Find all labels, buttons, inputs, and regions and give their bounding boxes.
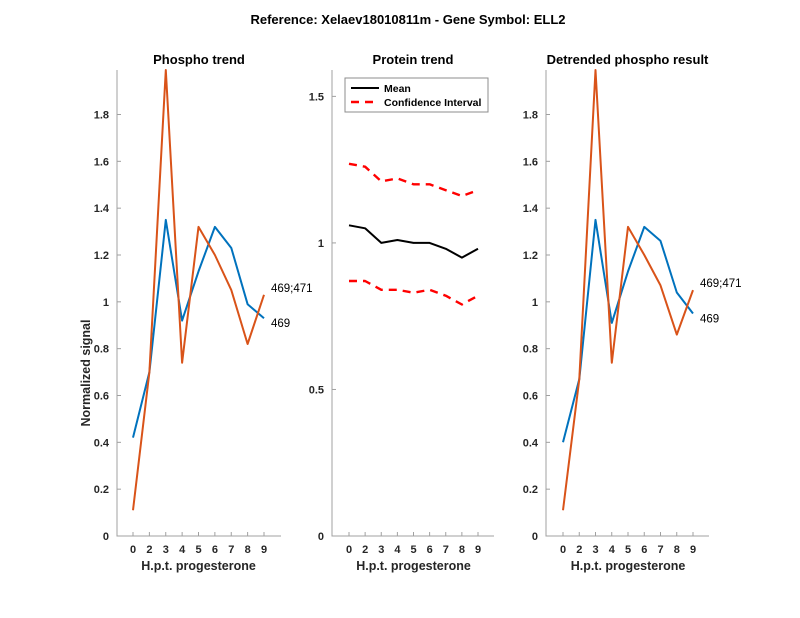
panel-title: Protein trend	[373, 52, 454, 67]
y-tick-label: 1.8	[94, 109, 109, 121]
x-tick-label: 7	[657, 544, 663, 556]
x-tick-label: 5	[195, 544, 201, 556]
series-line-mean	[348, 224, 479, 259]
x-axis-label: H.p.t. progesterone	[571, 559, 686, 573]
x-tick-label: 9	[261, 544, 267, 556]
x-tick-label: 3	[163, 544, 169, 556]
x-tick-label: 7	[228, 544, 234, 556]
axis-lines	[331, 70, 494, 537]
x-tick-label: 6	[427, 544, 433, 556]
series-end-label: 469	[271, 318, 290, 330]
y-tick-label: 0.8	[523, 344, 538, 356]
series-end-label: 469	[700, 314, 719, 326]
series-end-label: 469;471	[271, 283, 313, 295]
x-axis-label: H.p.t. progesterone	[356, 559, 471, 573]
x-tick-label: 4	[609, 544, 616, 556]
x-tick-label: 2	[362, 544, 368, 556]
series-line-469-471	[132, 69, 265, 511]
x-tick-label: 8	[459, 544, 465, 556]
y-tick-label: 1	[103, 297, 109, 309]
x-axis-label: H.p.t. progesterone	[141, 559, 256, 573]
y-tick-label: 1.8	[523, 109, 538, 121]
y-tick-label: 1.4	[94, 203, 110, 215]
y-tick-label: 0	[103, 531, 109, 543]
panel-title: Phospho trend	[153, 52, 245, 67]
x-tick-label: 4	[394, 544, 401, 556]
series-end-label: 469;471	[700, 278, 742, 290]
x-tick-label: 2	[146, 544, 152, 556]
y-tick-label: 1.6	[94, 156, 109, 168]
legend-entry: Mean	[384, 83, 411, 95]
y-tick-label: 0.8	[94, 344, 109, 356]
x-tick-label: 6	[212, 544, 218, 556]
y-axis-label: Normalized signal	[79, 320, 93, 427]
y-tick-label: 0.2	[523, 484, 538, 496]
series-line-confidence-interval	[348, 162, 479, 198]
series-line-469	[562, 218, 694, 443]
x-tick-label: 9	[690, 544, 696, 556]
panel-title: Detrended phospho result	[547, 52, 709, 67]
y-tick-label: 1	[318, 238, 324, 250]
x-tick-label: 4	[179, 544, 186, 556]
series-line-469	[132, 218, 265, 438]
panel-3: Detrended phospho result 0 0.2 0.4 0.6 0.8 1 1.…	[523, 52, 742, 573]
axis-lines	[116, 70, 281, 537]
y-tick-label: 1.4	[523, 203, 539, 215]
x-tick-label: 2	[576, 544, 582, 556]
x-tick-label: 9	[475, 544, 481, 556]
y-tick-label: 0.2	[94, 484, 109, 496]
y-tick-label: 0	[318, 531, 324, 543]
legend: Mean Confidence Interval	[344, 77, 489, 113]
x-tick-label: 0	[130, 544, 136, 556]
y-tick-label: 0.5	[309, 384, 324, 396]
x-tick-label: 5	[625, 544, 631, 556]
legend-entry: Confidence Interval	[384, 97, 482, 109]
y-tick-label: 1.2	[94, 250, 109, 262]
y-tick-label: 1.6	[523, 156, 538, 168]
y-tick-label: 0	[532, 531, 538, 543]
x-tick-label: 7	[443, 544, 449, 556]
figure-title: Reference: Xelaev18010811m - Gene Symbol…	[250, 12, 565, 27]
y-tick-label: 1.5	[309, 91, 324, 103]
legend-box	[344, 77, 489, 113]
x-tick-label: 3	[378, 544, 384, 556]
y-tick-label: 0.4	[94, 437, 110, 449]
x-tick-label: 6	[641, 544, 647, 556]
y-tick-label: 1	[532, 297, 538, 309]
y-tick-label: 0.6	[523, 390, 538, 402]
series-line-469-471	[562, 69, 694, 511]
y-tick-label: 0.6	[94, 390, 109, 402]
x-tick-label: 8	[245, 544, 251, 556]
panel-1: Phospho trend 0 0.2 0.4 0.6 0.8 1 1.2 1.4 1.6 1.8 0…	[79, 52, 313, 573]
series-line-confidence-interval	[349, 279, 479, 306]
y-tick-label: 0.4	[523, 437, 539, 449]
x-tick-label: 8	[674, 544, 680, 556]
y-tick-label: 1.2	[523, 250, 538, 262]
x-tick-label: 5	[410, 544, 416, 556]
x-tick-label: 3	[592, 544, 598, 556]
x-tick-label: 0	[560, 544, 566, 556]
x-tick-label: 0	[346, 544, 352, 556]
